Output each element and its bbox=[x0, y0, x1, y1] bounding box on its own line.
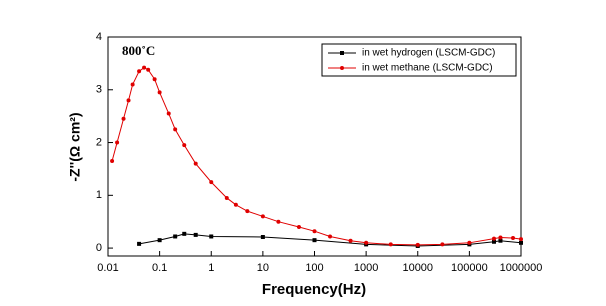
point bbox=[182, 143, 187, 148]
y-tick-label: 3 bbox=[96, 84, 102, 96]
legend-box bbox=[321, 43, 517, 77]
point bbox=[467, 240, 472, 245]
y-tick-label: 4 bbox=[96, 31, 102, 43]
point bbox=[137, 69, 142, 74]
x-tick-label: 10 bbox=[257, 262, 269, 274]
point bbox=[157, 238, 162, 243]
y-tick-label: 0 bbox=[96, 242, 102, 254]
x-tick-label: 0.1 bbox=[152, 262, 167, 274]
point bbox=[130, 82, 135, 87]
point bbox=[245, 209, 250, 214]
point bbox=[157, 90, 162, 95]
x-tick-label: 1 bbox=[208, 262, 214, 274]
point bbox=[492, 239, 497, 244]
point bbox=[440, 242, 445, 247]
point bbox=[312, 229, 317, 234]
x-tick-label: 1000000 bbox=[500, 262, 543, 274]
point bbox=[276, 219, 281, 224]
point bbox=[121, 116, 126, 121]
point bbox=[348, 238, 353, 243]
point bbox=[209, 180, 214, 185]
point bbox=[142, 65, 147, 70]
point bbox=[519, 240, 523, 245]
point bbox=[519, 237, 523, 242]
point bbox=[260, 235, 265, 240]
point bbox=[146, 67, 151, 72]
point bbox=[182, 231, 187, 236]
point bbox=[312, 238, 317, 243]
x-tick-label: 10000 bbox=[402, 262, 433, 274]
point bbox=[173, 127, 178, 132]
point bbox=[126, 98, 131, 103]
legend-label: in wet hydrogen (LSCM-GDC) bbox=[362, 48, 495, 59]
point bbox=[415, 242, 420, 247]
point bbox=[152, 77, 157, 82]
point bbox=[492, 236, 497, 241]
point bbox=[115, 140, 120, 145]
x-tick-label: 100 bbox=[305, 262, 323, 274]
point bbox=[511, 236, 516, 241]
y-tick-label: 1 bbox=[96, 189, 102, 201]
point bbox=[498, 238, 503, 243]
chart-title: 800˚C bbox=[122, 43, 155, 58]
x-tick-label: 1000 bbox=[354, 262, 378, 274]
point bbox=[340, 66, 344, 70]
point bbox=[340, 51, 344, 55]
x-axis-label: Frequency(Hz) bbox=[262, 281, 366, 298]
y-axis-label: -Z''(Ω cm²) bbox=[67, 112, 83, 181]
point bbox=[209, 234, 214, 239]
point bbox=[260, 214, 265, 219]
x-tick-label: 100000 bbox=[451, 262, 488, 274]
y-tick-label: 2 bbox=[96, 136, 102, 148]
series-line bbox=[111, 67, 522, 246]
x-tick-label: 0.01 bbox=[97, 262, 118, 274]
point bbox=[296, 224, 301, 229]
point bbox=[328, 234, 333, 239]
point bbox=[193, 232, 198, 237]
point bbox=[193, 161, 198, 166]
legend-label: in wet methane (LSCM-GDC) bbox=[362, 63, 493, 74]
point bbox=[224, 195, 229, 200]
point bbox=[173, 234, 178, 239]
point bbox=[110, 159, 115, 164]
point bbox=[137, 241, 142, 246]
point bbox=[498, 235, 503, 240]
point bbox=[364, 240, 369, 245]
point bbox=[166, 111, 171, 116]
point bbox=[388, 242, 393, 247]
point bbox=[233, 202, 238, 207]
